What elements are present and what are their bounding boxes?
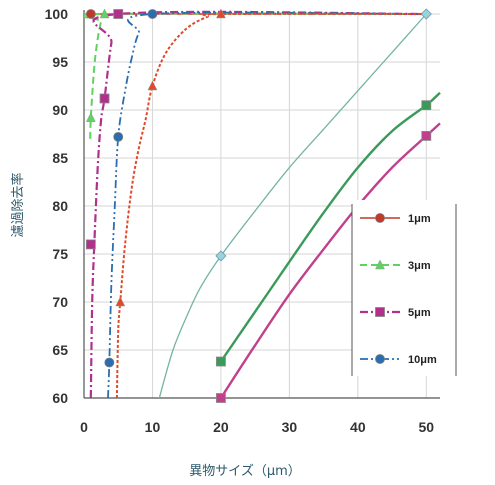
legend-marker bbox=[375, 259, 385, 270]
x-tick-label: 0 bbox=[80, 419, 88, 435]
legend-label: 3μm bbox=[408, 260, 431, 272]
y-tick-label: 65 bbox=[52, 342, 68, 358]
axes bbox=[83, 10, 440, 399]
legend-label: 10μm bbox=[408, 354, 437, 366]
x-tick-label: 30 bbox=[282, 419, 298, 435]
data-point bbox=[216, 393, 226, 403]
x-tick-label: 10 bbox=[145, 419, 161, 435]
data-point bbox=[85, 112, 96, 122]
legend: 1μm 3μm 5μm 10μm bbox=[351, 200, 457, 376]
legend-marker bbox=[375, 213, 385, 223]
x-tick-label: 40 bbox=[350, 419, 366, 435]
legend-marker bbox=[375, 307, 385, 317]
y-tick-label: 95 bbox=[52, 54, 68, 70]
data-point bbox=[85, 9, 96, 19]
data-point bbox=[99, 8, 110, 19]
data-point bbox=[99, 93, 110, 104]
legend-box bbox=[352, 200, 456, 376]
data-point bbox=[147, 9, 158, 19]
data-point bbox=[215, 250, 227, 262]
data-point bbox=[216, 356, 226, 367]
y-tick-label: 90 bbox=[52, 102, 68, 118]
x-axis-title: 異物サイズ（μm） bbox=[189, 463, 301, 479]
series-line-3μm bbox=[84, 12, 427, 139]
x-tick-label: 20 bbox=[213, 419, 229, 435]
legend-label: 5μm bbox=[408, 307, 431, 319]
legend-label: 1μm bbox=[408, 213, 431, 225]
series-line-unlabeled-5 bbox=[158, 13, 427, 398]
y-tick-label: 80 bbox=[52, 198, 68, 214]
y-tick-label: 70 bbox=[52, 294, 68, 310]
y-axis-title: 濾過除去率 bbox=[10, 172, 26, 237]
data-point bbox=[420, 8, 432, 20]
y-tick-label: 60 bbox=[52, 390, 68, 406]
data-point bbox=[113, 9, 124, 19]
data-point bbox=[113, 131, 124, 142]
y-tick-label: 75 bbox=[52, 246, 68, 262]
data-point bbox=[85, 239, 96, 250]
data-point bbox=[104, 357, 115, 368]
y-tick-label: 100 bbox=[45, 6, 69, 22]
data-point bbox=[421, 131, 432, 141]
data-point bbox=[147, 80, 158, 91]
data-markers bbox=[85, 8, 432, 403]
tick-labels: 60 65 70 75 80 85 90 95 100 0 10 20 30 40 50 bbox=[45, 6, 435, 435]
data-point bbox=[115, 296, 126, 307]
data-point bbox=[421, 100, 432, 111]
series-line-10μm bbox=[107, 11, 427, 398]
data-point bbox=[216, 8, 226, 19]
x-tick-label: 50 bbox=[419, 419, 435, 435]
y-tick-label: 85 bbox=[52, 150, 68, 166]
legend-marker bbox=[375, 354, 385, 364]
